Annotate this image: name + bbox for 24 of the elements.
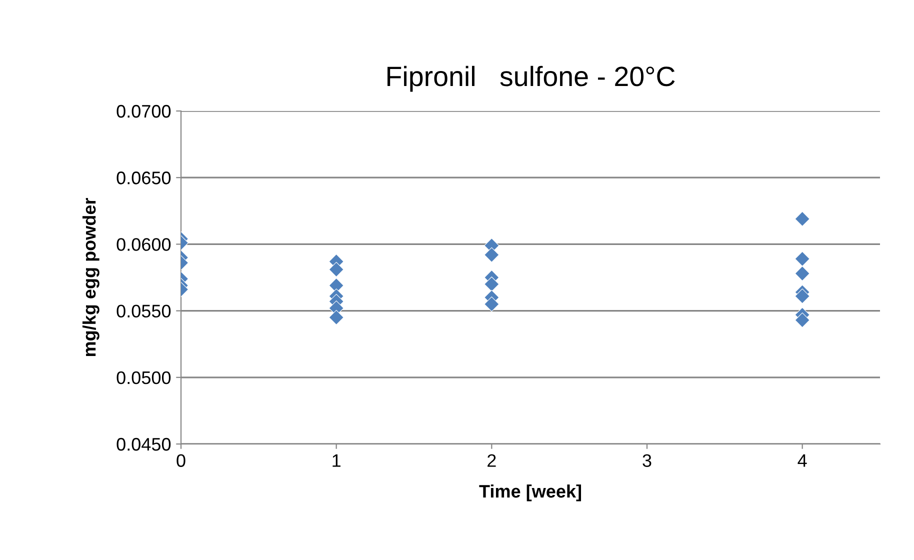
x-tick-label: 2 — [488, 454, 496, 467]
point — [484, 276, 500, 292]
y-tick-label: 0.0500 — [116, 371, 171, 384]
point — [794, 288, 810, 304]
y-tick-label: 0.0450 — [116, 438, 171, 451]
y-tick-label: 0.0650 — [116, 172, 171, 184]
x-axis-title: Time [week] — [479, 484, 582, 502]
x-tick-label: 0 — [176, 454, 186, 467]
x-tick-label: 1 — [332, 454, 340, 467]
point — [484, 247, 500, 262]
x-tick-label: 4 — [798, 454, 807, 467]
y-tick-label: 0.0550 — [116, 304, 171, 318]
y-tick-label: 0.0600 — [116, 238, 171, 251]
point — [484, 296, 500, 312]
x-tick-label: 3 — [642, 454, 652, 467]
point — [794, 211, 810, 226]
point — [328, 310, 344, 326]
point — [794, 266, 810, 282]
point — [328, 262, 344, 278]
y-tick-label: 0.0700 — [116, 104, 171, 118]
point — [794, 251, 810, 266]
chart-title: Fipronil sulfone - 20°C — [388, 66, 675, 92]
y-axis-title: mg/kg egg powder — [82, 198, 100, 356]
point — [794, 312, 810, 328]
